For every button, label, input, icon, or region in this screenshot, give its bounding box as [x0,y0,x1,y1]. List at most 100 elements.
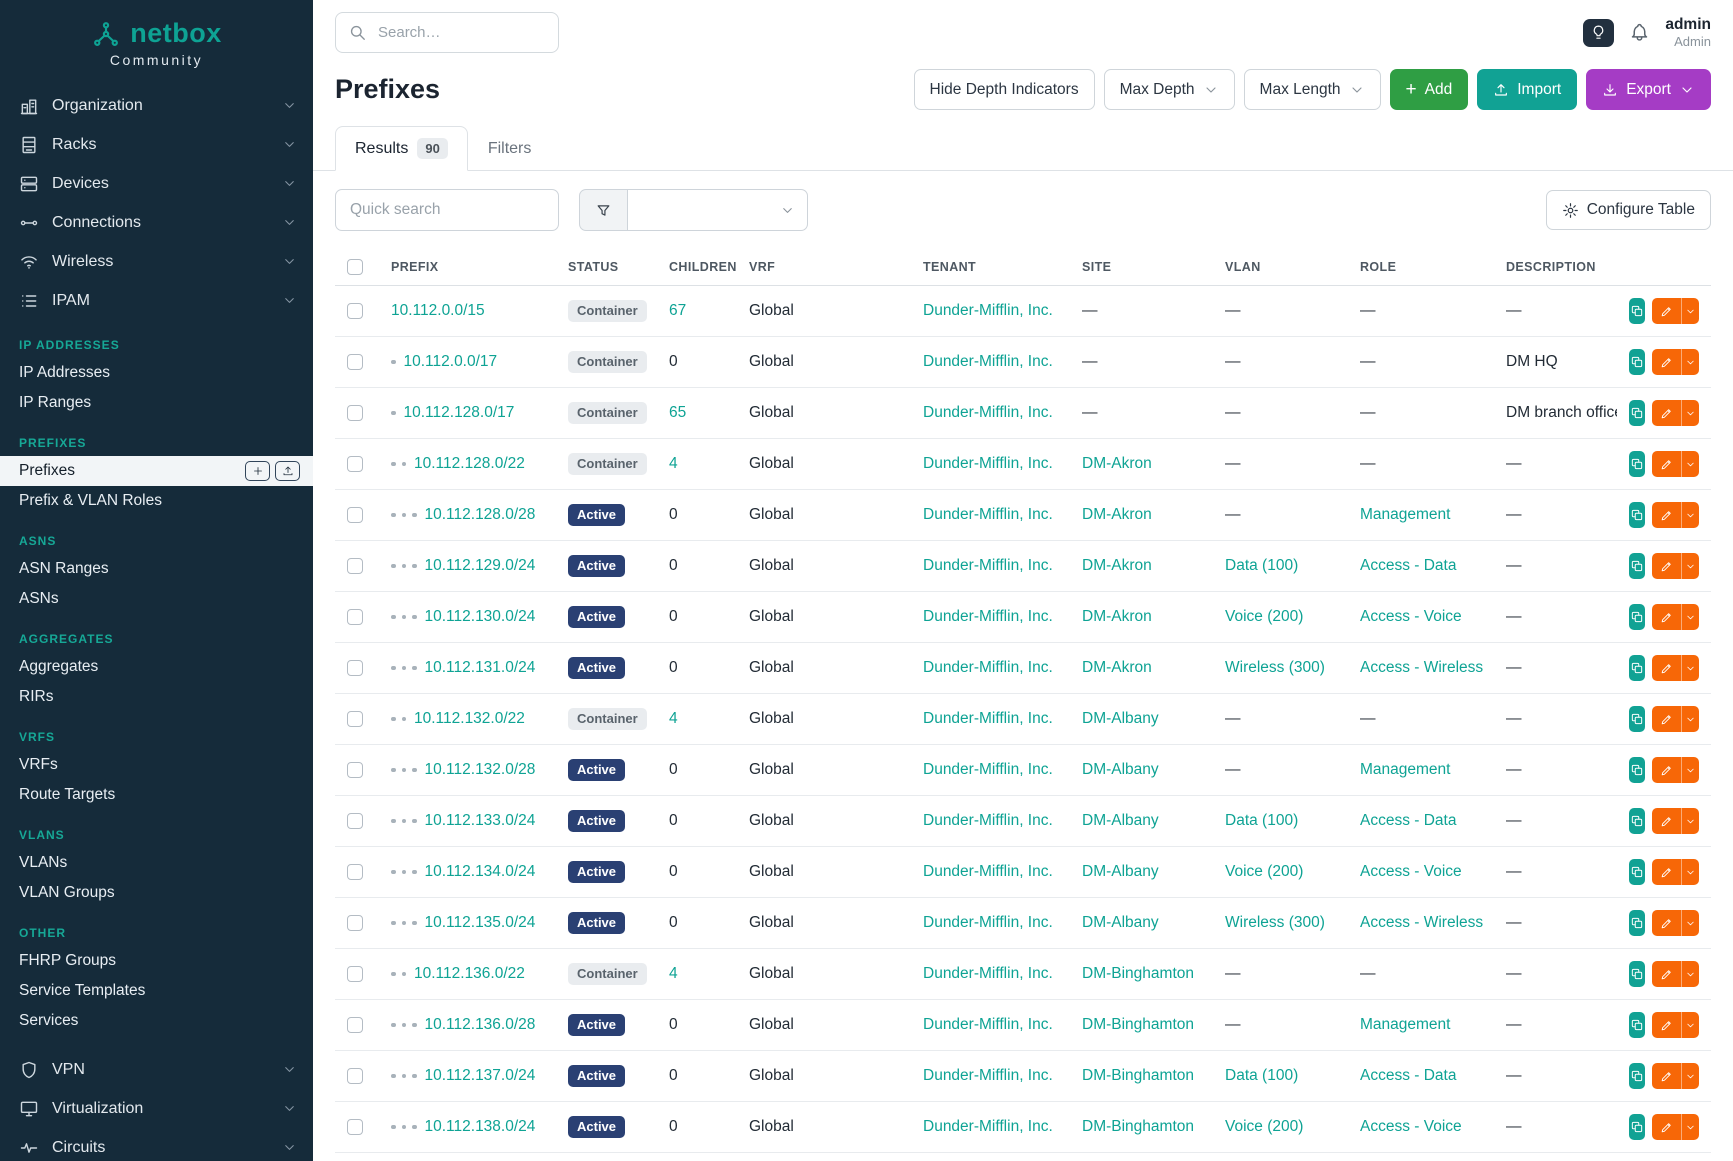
site-link[interactable]: DM-Binghamton [1082,1016,1194,1033]
edit-dropdown-button[interactable] [1681,961,1699,987]
edit-dropdown-button[interactable] [1681,655,1699,681]
edit-button[interactable] [1652,400,1681,426]
prefix-link[interactable]: 10.112.134.0/24 [424,863,536,880]
role-link[interactable]: Access - Wireless [1360,914,1484,931]
sidebar-link-vlan-groups[interactable]: VLAN Groups [0,878,313,908]
tenant-link[interactable]: Dunder-Mifflin, Inc. [923,455,1053,472]
copy-button[interactable] [1629,808,1645,834]
filter-button[interactable] [579,189,628,231]
row-checkbox[interactable] [347,507,363,523]
children-count-link[interactable]: 67 [669,302,687,319]
row-checkbox[interactable] [347,1068,363,1084]
edit-button[interactable] [1652,1063,1681,1089]
vlan-link[interactable]: Voice (200) [1225,1118,1304,1135]
edit-dropdown-button[interactable] [1681,349,1699,375]
role-link[interactable]: Management [1360,506,1451,523]
max-depth-dropdown[interactable]: Max Depth [1103,69,1235,110]
tenant-link[interactable]: Dunder-Mifflin, Inc. [923,1118,1053,1135]
site-link[interactable]: DM-Akron [1082,608,1152,625]
prefix-link[interactable]: 10.112.133.0/24 [424,812,536,829]
site-link[interactable]: DM-Binghamton [1082,965,1194,982]
vlan-link[interactable]: Data (100) [1225,557,1299,574]
copy-button[interactable] [1629,655,1645,681]
sidebar-link-rirs[interactable]: RIRs [0,682,313,712]
sidebar-link-service-templates[interactable]: Service Templates [0,976,313,1006]
vlan-link[interactable]: Voice (200) [1225,863,1304,880]
edit-button[interactable] [1652,961,1681,987]
role-link[interactable]: Access - Wireless [1360,659,1484,676]
edit-dropdown-button[interactable] [1681,553,1699,579]
prefix-link[interactable]: 10.112.132.0/22 [414,710,525,727]
tenant-link[interactable]: Dunder-Mifflin, Inc. [923,608,1053,625]
vlan-link[interactable]: Data (100) [1225,1067,1299,1084]
row-checkbox[interactable] [347,405,363,421]
copy-button[interactable] [1629,349,1645,375]
sidebar-link-route-targets[interactable]: Route Targets [0,780,313,810]
row-checkbox[interactable] [347,711,363,727]
prefix-link[interactable]: 10.112.131.0/24 [424,659,536,676]
prefix-link[interactable]: 10.112.0.0/15 [391,302,485,319]
vlan-link[interactable]: Wireless (300) [1225,914,1325,931]
edit-button[interactable] [1652,859,1681,885]
tenant-link[interactable]: Dunder-Mifflin, Inc. [923,710,1053,727]
edit-dropdown-button[interactable] [1681,757,1699,783]
copy-button[interactable] [1629,1063,1645,1089]
tab-results[interactable]: Results 90 [335,126,468,171]
copy-button[interactable] [1629,298,1645,324]
edit-dropdown-button[interactable] [1681,298,1699,324]
children-count-link[interactable]: 65 [669,404,687,421]
import-button[interactable]: Import [1477,69,1578,110]
edit-dropdown-button[interactable] [1681,400,1699,426]
edit-dropdown-button[interactable] [1681,1012,1699,1038]
edit-button[interactable] [1652,1114,1681,1140]
role-link[interactable]: Access - Voice [1360,1118,1462,1135]
copy-button[interactable] [1629,1012,1645,1038]
theme-toggle-button[interactable] [1583,18,1615,47]
site-link[interactable]: DM-Albany [1082,914,1159,931]
row-checkbox[interactable] [347,966,363,982]
vlan-link[interactable]: Voice (200) [1225,608,1304,625]
column-header-role[interactable]: ROLE [1348,249,1494,286]
prefix-link[interactable]: 10.112.132.0/28 [424,761,536,778]
column-header-site[interactable]: SITE [1070,249,1213,286]
copy-button[interactable] [1629,859,1645,885]
tenant-link[interactable]: Dunder-Mifflin, Inc. [923,863,1053,880]
import-mini-button[interactable] [275,461,300,481]
edit-button[interactable] [1652,349,1681,375]
sidebar-link-vrfs[interactable]: VRFs [0,750,313,780]
site-link[interactable]: DM-Albany [1082,812,1159,829]
role-link[interactable]: Access - Data [1360,557,1457,574]
row-checkbox[interactable] [347,1119,363,1135]
tenant-link[interactable]: Dunder-Mifflin, Inc. [923,965,1053,982]
edit-button[interactable] [1652,1012,1681,1038]
row-checkbox[interactable] [347,303,363,319]
edit-dropdown-button[interactable] [1681,859,1699,885]
prefix-link[interactable]: 10.112.0.0/17 [403,353,498,370]
sidebar-link-fhrp-groups[interactable]: FHRP Groups [0,946,313,976]
prefix-link[interactable]: 10.112.137.0/24 [424,1067,536,1084]
edit-dropdown-button[interactable] [1681,1063,1699,1089]
edit-dropdown-button[interactable] [1681,1114,1699,1140]
prefix-link[interactable]: 10.112.135.0/24 [424,914,536,931]
copy-button[interactable] [1629,553,1645,579]
site-link[interactable]: DM-Akron [1082,659,1152,676]
row-checkbox[interactable] [347,813,363,829]
row-checkbox[interactable] [347,558,363,574]
notifications-bell-icon[interactable] [1629,22,1650,43]
tenant-link[interactable]: Dunder-Mifflin, Inc. [923,812,1053,829]
site-link[interactable]: DM-Akron [1082,506,1152,523]
edit-button[interactable] [1652,451,1681,477]
copy-button[interactable] [1629,400,1645,426]
row-checkbox[interactable] [347,762,363,778]
children-count-link[interactable]: 4 [669,455,678,472]
sidebar-link-asns[interactable]: ASNs [0,584,313,614]
prefix-link[interactable]: 10.112.136.0/22 [414,965,525,982]
role-link[interactable]: Access - Data [1360,1067,1457,1084]
row-checkbox[interactable] [347,354,363,370]
saved-filter-select[interactable] [628,189,808,231]
sidebar-item-circuits[interactable]: Circuits [0,1128,313,1161]
edit-button[interactable] [1652,553,1681,579]
tenant-link[interactable]: Dunder-Mifflin, Inc. [923,1016,1053,1033]
tenant-link[interactable]: Dunder-Mifflin, Inc. [923,302,1053,319]
global-search-input[interactable] [335,12,559,53]
